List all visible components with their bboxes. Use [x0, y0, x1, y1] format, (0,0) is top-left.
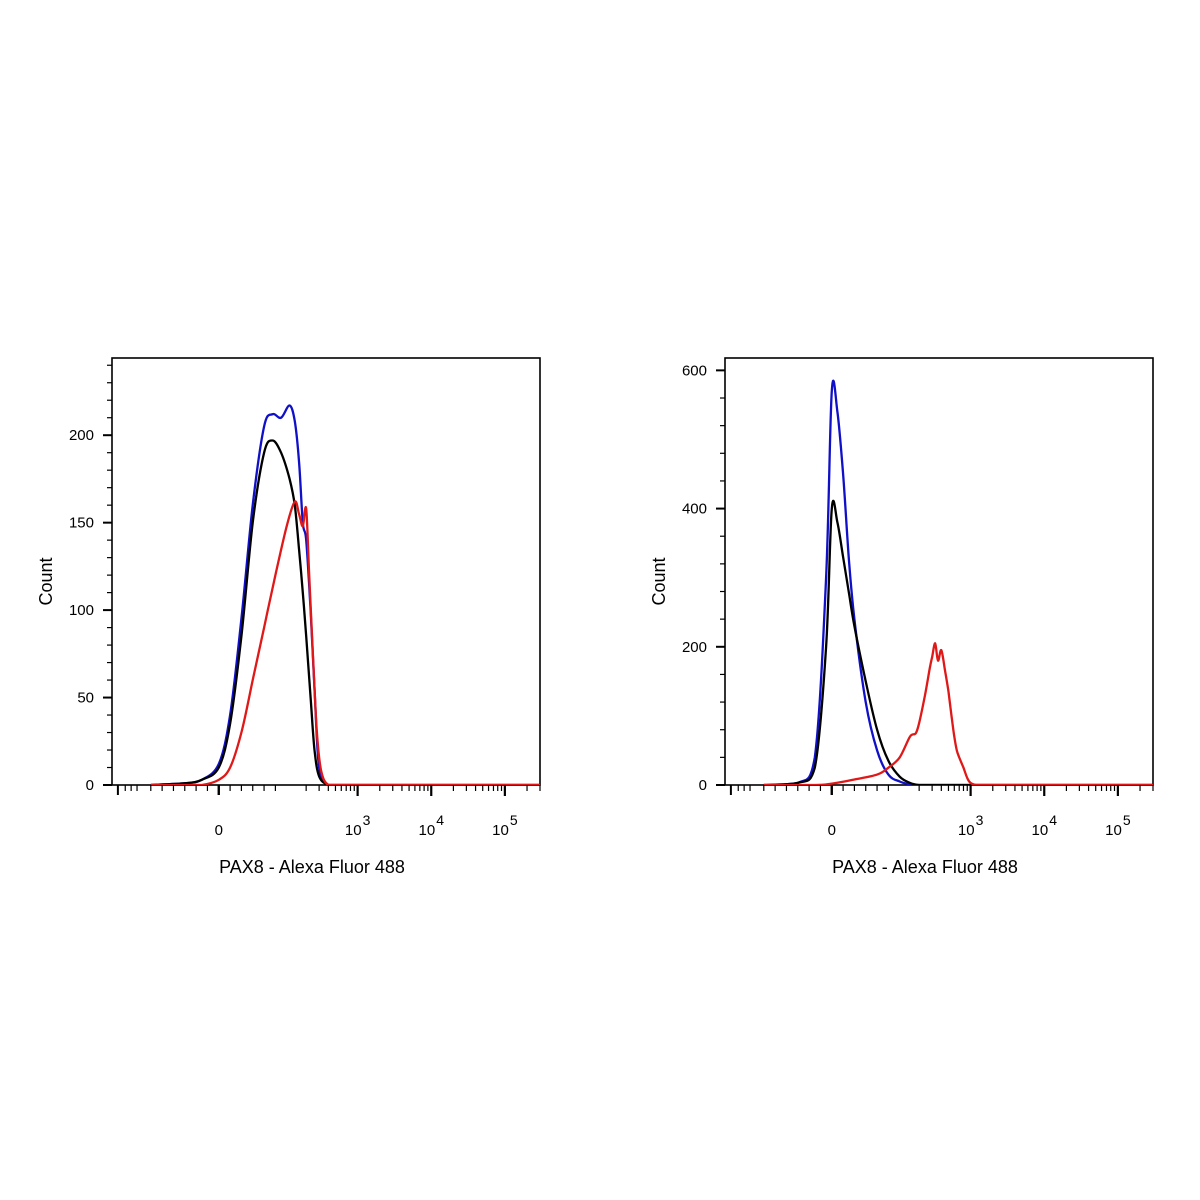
y-axis: 0 50 100 150 200 [69, 364, 112, 794]
y-tick-label: 200 [682, 639, 707, 656]
histogram-series-3 [763, 642, 1153, 785]
y-tick-label: 200 [69, 427, 94, 444]
y-axis-title: Count [649, 557, 669, 605]
x-axis-title: PAX8 - Alexa Fluor 488 [219, 857, 405, 877]
histogram-series-1 [763, 379, 1153, 785]
histogram-series-2 [763, 499, 1153, 785]
x-axis: 0 103 104 105 [729, 785, 1154, 839]
x-tick-label: 0 [828, 822, 836, 839]
y-tick-label: 150 [69, 515, 94, 532]
histogram-series-3 [150, 500, 540, 785]
x-tick-label: 103 [958, 812, 984, 839]
histogram-series-2 [150, 439, 540, 785]
plot-frame [111, 357, 541, 786]
x-tick-label: 0 [215, 822, 223, 839]
x-tick-label: 104 [1032, 812, 1058, 839]
x-axis-title: PAX8 - Alexa Fluor 488 [832, 857, 1018, 877]
y-axis: 0 200 400 600 [682, 362, 725, 794]
y-tick-label: 0 [86, 777, 94, 794]
y-tick-label: 400 [682, 501, 707, 518]
y-tick-label: 50 [77, 690, 94, 707]
y-axis-title: Count [36, 557, 56, 605]
y-tick-label: 100 [69, 602, 94, 619]
y-tick-label: 0 [699, 777, 707, 794]
chart-panel-1: 0 50 100 150 200 0 103 104 105 PAX8 - Alexa Fluor… [36, 357, 541, 877]
x-axis: 0 103 104 105 [116, 785, 541, 839]
histogram-series-1 [150, 404, 540, 785]
plot-frame [724, 357, 1154, 786]
y-tick-label: 600 [682, 362, 707, 379]
x-tick-label: 105 [1105, 812, 1131, 839]
chart-panel-2: 0 200 400 600 0 103 104 105 PAX8 - Alexa Fluor 4… [649, 357, 1154, 877]
x-tick-label: 104 [419, 812, 445, 839]
x-tick-label: 105 [492, 812, 518, 839]
x-tick-label: 103 [345, 812, 371, 839]
